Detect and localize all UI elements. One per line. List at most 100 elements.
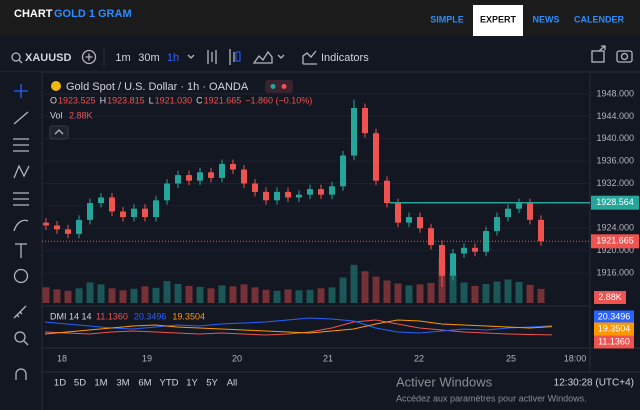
snapshot[interactable] — [616, 50, 633, 63]
candle-body — [439, 245, 445, 276]
dmi-line — [44, 317, 553, 334]
candle-body — [263, 191, 269, 201]
candle-body — [494, 217, 500, 232]
candle-body — [274, 191, 280, 201]
range-button[interactable]: 1D — [54, 378, 66, 389]
volume-bar — [141, 286, 149, 303]
ohlc-value: 1921.665 — [204, 95, 242, 105]
volume-bar — [416, 284, 424, 303]
volume-bar — [526, 284, 534, 303]
volume-bar — [218, 285, 226, 303]
volume-bar — [174, 283, 182, 303]
brush-tool[interactable] — [13, 219, 29, 232]
volume-bar — [328, 287, 336, 303]
volume-bar — [427, 282, 435, 303]
search-icon[interactable] — [11, 52, 21, 62]
range-button[interactable]: 1M — [94, 378, 107, 389]
volume-bar — [504, 279, 512, 303]
range-button[interactable]: 1Y — [186, 378, 198, 389]
dmi-label: DMI 14 14 — [50, 311, 92, 321]
range-button[interactable]: YTD — [160, 378, 179, 389]
interval-menu[interactable] — [187, 54, 195, 59]
interval[interactable]: 30m — [138, 52, 159, 64]
zoom-tool — [23, 340, 29, 346]
nav-tab[interactable]: NEWS — [533, 14, 560, 24]
candle-body — [395, 203, 401, 223]
nav-tab[interactable]: CALENDER — [574, 14, 625, 24]
time-label: 21 — [323, 353, 333, 363]
range-button[interactable]: 5D — [74, 378, 86, 389]
volume-bar — [493, 281, 501, 303]
dmi-pane: DMI 14 14 11.1360 11.1360 20.3496 20.3496 19.… — [44, 310, 634, 349]
volume-bar — [119, 290, 127, 303]
candle-body — [186, 175, 192, 181]
volume-bar — [251, 287, 259, 303]
zoom-tool[interactable] — [14, 331, 26, 343]
candle-body — [450, 253, 456, 276]
volume-bars: 2.88K — [42, 258, 626, 304]
add-symbol[interactable] — [81, 49, 97, 65]
candle-body — [230, 163, 236, 170]
candle-body — [340, 155, 346, 187]
fib-tool[interactable] — [13, 138, 29, 152]
volume-bar — [394, 283, 402, 303]
chart-style[interactable] — [252, 50, 273, 64]
emoji-tool[interactable] — [13, 268, 29, 284]
clock: 12:30:28 (UTC+4) — [554, 378, 634, 389]
text-tool[interactable] — [15, 243, 27, 258]
candle-body — [131, 208, 137, 218]
pattern-tool[interactable] — [13, 164, 30, 179]
dmi-legend-value: 11.1360 — [96, 311, 128, 321]
volume-bar — [306, 289, 314, 303]
dmi-badge — [594, 310, 634, 324]
level-label: 1928.564 — [596, 197, 634, 207]
nav-tab[interactable]: SIMPLE — [430, 14, 464, 24]
candle-body — [384, 180, 390, 204]
intervals: 1m 30m 1h — [115, 52, 179, 64]
fullscreen[interactable] — [591, 50, 605, 63]
price-tick-label: 1944.000 — [596, 111, 634, 121]
dmi-legend-value: 19.3504 — [172, 311, 205, 321]
ohlc-value: 1921.030 — [155, 95, 193, 105]
range-button[interactable]: 5Y — [206, 378, 218, 389]
price-tick-label: 1940.000 — [596, 133, 634, 143]
symbol[interactable]: XAUUSD — [25, 52, 72, 64]
volume-bar — [537, 288, 545, 303]
projection-tool[interactable] — [13, 192, 29, 206]
interval[interactable]: 1h — [167, 52, 179, 64]
dmi-legend-value: 20.3496 — [134, 311, 167, 321]
volume-bar — [350, 264, 358, 303]
drawing-tools — [13, 84, 30, 380]
volume-bar — [53, 289, 61, 303]
indicators[interactable]: Indicators — [321, 52, 369, 64]
volume-bar — [86, 282, 94, 303]
volume-bar — [196, 286, 204, 303]
crosshair-tool[interactable] — [14, 84, 28, 98]
indicators-icon[interactable] — [302, 50, 317, 65]
ohlc-value: 1923.525 — [58, 95, 96, 105]
brand: CHART — [14, 8, 53, 20]
status-dot — [281, 84, 287, 89]
interval[interactable]: 1m — [115, 52, 130, 64]
measure-tool[interactable] — [13, 305, 27, 319]
collapse-legend[interactable] — [49, 125, 69, 140]
range-button[interactable]: 3M — [116, 378, 129, 389]
candles: 1928.564 1921.665 — [42, 99, 639, 287]
volume-bar — [284, 289, 292, 303]
candle-body — [241, 169, 247, 184]
active-tab — [473, 5, 523, 36]
ohlc-label: C — [196, 95, 203, 105]
volume-bar — [383, 280, 391, 303]
range-button[interactable]: All — [227, 378, 238, 389]
volume-bar — [163, 280, 171, 303]
trend-line-tool[interactable] — [13, 111, 29, 125]
time-label: 22 — [414, 353, 424, 363]
range-button[interactable]: 6M — [138, 378, 151, 389]
chart-type[interactable] — [207, 49, 235, 65]
candle-body — [516, 203, 522, 209]
magnet-tool[interactable] — [15, 368, 27, 380]
style-menu[interactable] — [277, 54, 285, 59]
nav-tab[interactable]: EXPERT — [480, 14, 517, 24]
candle-body — [373, 133, 379, 181]
volume-bar — [75, 288, 83, 303]
